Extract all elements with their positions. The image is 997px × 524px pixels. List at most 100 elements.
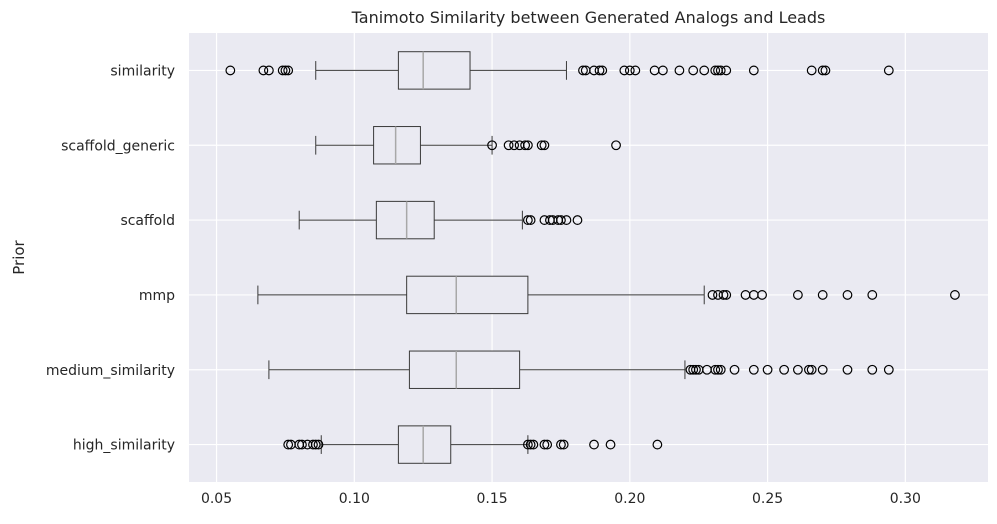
outlier-point xyxy=(522,215,533,225)
outlier-point xyxy=(792,364,803,375)
outlier-point xyxy=(619,65,630,76)
x-tick-label: 0.10 xyxy=(339,491,370,507)
outlier-point xyxy=(688,364,699,375)
x-tick-label: 0.05 xyxy=(201,491,232,507)
box-group-scaffold_generic xyxy=(315,126,621,165)
outlier-point xyxy=(536,140,547,151)
box-group-medium_similarity xyxy=(268,350,894,389)
plot-background xyxy=(189,33,988,482)
outlier-point xyxy=(950,290,960,300)
outlier-point xyxy=(792,290,803,300)
outlier-point xyxy=(525,215,536,225)
outlier-point xyxy=(283,439,294,450)
outlier-point xyxy=(721,290,732,300)
y-tick-label: scaffold xyxy=(120,213,175,229)
box-group-mmp xyxy=(257,275,960,315)
box-iqr xyxy=(373,126,421,165)
axes: 0.05 0.10 0.15 0.20 0.25 0.30 similarity scaffo… xyxy=(46,63,921,507)
y-tick-label: scaffold_generic xyxy=(61,138,175,154)
outlier-point xyxy=(804,364,814,375)
y-tick-label: medium_similarity xyxy=(46,363,175,379)
outlier-point xyxy=(715,65,726,76)
outlier-point xyxy=(867,290,878,300)
outlier-point xyxy=(699,65,710,76)
outlier-point xyxy=(691,364,701,375)
x-tick-label: 0.15 xyxy=(476,491,507,507)
outlier-point xyxy=(715,364,726,375)
outlier-point xyxy=(558,439,569,450)
outlier-point xyxy=(280,65,291,76)
outlier-point xyxy=(487,140,497,151)
outlier-point xyxy=(264,65,274,76)
outlier-point xyxy=(883,65,894,76)
outlier-point xyxy=(556,439,566,450)
outlier-point xyxy=(721,65,732,76)
outlier-point xyxy=(883,364,894,375)
outlier-point xyxy=(657,65,668,76)
outlier-point xyxy=(503,140,514,151)
outlier-point xyxy=(525,439,536,450)
outlier-point xyxy=(561,215,572,225)
outlier-point xyxy=(589,439,599,450)
outlier-point xyxy=(762,364,773,375)
outlier-point xyxy=(509,140,520,151)
outlier-point xyxy=(674,65,685,76)
outlier-point xyxy=(713,364,723,375)
outlier-point xyxy=(522,439,533,450)
outlier-point xyxy=(842,364,853,375)
outlier-point xyxy=(652,439,663,450)
outlier-point xyxy=(624,65,635,76)
x-tick-label: 0.20 xyxy=(614,491,645,507)
box-group-similarity xyxy=(225,51,894,90)
outlier-point xyxy=(718,290,729,300)
outlier-point xyxy=(283,65,294,76)
outlier-point xyxy=(522,140,533,151)
outlier-point xyxy=(578,65,588,76)
box-iqr xyxy=(406,275,529,315)
box-group-scaffold xyxy=(298,200,583,240)
outlier-point xyxy=(817,364,828,375)
y-axis-label: Prior xyxy=(10,239,28,274)
outlier-point xyxy=(520,140,531,151)
outlier-point xyxy=(539,439,550,450)
box-iqr xyxy=(397,425,452,464)
outlier-point xyxy=(688,65,699,76)
outlier-point xyxy=(710,364,721,375)
chart-title: Tanimoto Similarity between Generated An… xyxy=(351,8,826,27)
outlier-point xyxy=(729,364,740,375)
outlier-point xyxy=(806,364,817,375)
y-tick-label: mmp xyxy=(139,288,175,304)
outlier-point xyxy=(556,215,566,225)
outlier-point xyxy=(779,364,790,375)
box-group-high_similarity xyxy=(283,425,663,464)
outlier-point xyxy=(313,439,324,450)
outlier-point xyxy=(310,439,321,450)
outlier-point xyxy=(806,65,817,76)
outlier-point xyxy=(528,439,539,450)
outlier-point xyxy=(258,65,269,76)
outlier-point xyxy=(297,439,307,450)
outlier-point xyxy=(572,215,583,225)
box-iqr xyxy=(375,200,435,240)
outlier-point xyxy=(605,439,616,450)
outlier-point xyxy=(611,140,621,151)
outlier-point xyxy=(277,65,288,76)
outlier-point xyxy=(817,290,828,300)
outlier-point xyxy=(630,65,641,76)
outlier-point xyxy=(707,290,718,300)
outlier-point xyxy=(757,290,767,300)
outlier-point xyxy=(308,439,318,450)
outlier-point xyxy=(867,364,878,375)
box-iqr xyxy=(408,350,521,389)
box-iqr xyxy=(397,51,471,90)
outlier-point xyxy=(842,290,853,300)
outlier-point xyxy=(748,364,759,375)
outlier-point xyxy=(539,140,550,151)
outlier-point xyxy=(710,65,721,76)
boxes xyxy=(225,51,960,464)
outlier-point xyxy=(597,65,608,76)
y-tick-label: similarity xyxy=(110,63,175,79)
y-tick-label: high_similarity xyxy=(73,438,175,454)
